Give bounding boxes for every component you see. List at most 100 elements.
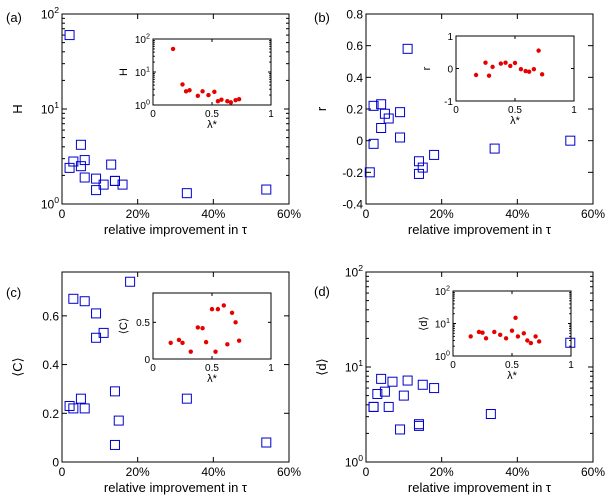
inset-data-point-b	[503, 60, 508, 65]
inset-data-point-a	[206, 92, 211, 98]
inset-data-point-a	[228, 100, 234, 105]
main-b-y-tick-label: 0.8	[346, 8, 363, 22]
data-point-d	[368, 401, 379, 412]
inset-d-y-tick-label-exp: 1	[446, 316, 450, 325]
inset-data-point-b	[498, 61, 504, 66]
main-d-y-tick-label: 101	[345, 358, 363, 374]
main-c-y-tick-label: 0.6	[42, 309, 59, 323]
inset-d-x-axis-label: λ*	[507, 370, 518, 382]
inset-d-x-tick-label: 0	[450, 360, 456, 371]
inset-data-point-b	[536, 48, 541, 53]
inset-b-x-tick-label: 0	[453, 105, 459, 116]
data-point-c	[91, 308, 102, 319]
main-d-y-tick-label-base: 10	[345, 456, 359, 470]
inset-data-point-a	[236, 96, 242, 102]
main-a-y-tick-label: 101	[41, 100, 59, 116]
main-c-y-tick-label: 0.4	[42, 358, 59, 372]
data-point-a	[117, 179, 128, 190]
data-point-c	[261, 437, 272, 448]
data-point-a	[64, 162, 75, 173]
data-point-b	[417, 162, 428, 173]
inset-c-y-axis-label: ⟨C⟩	[118, 318, 130, 335]
data-point-b	[376, 123, 387, 133]
panel-c: (c) 0 20% 40% 60% 0 0.2 0.4 0.6 relative improvem…	[6, 271, 301, 495]
inset-data-point-c	[180, 340, 185, 346]
inset-data-point-d	[525, 338, 530, 343]
inset-data-point-c	[236, 338, 242, 343]
main-b-y-tick-label: -0.4	[342, 198, 363, 212]
inset-data-point-c	[213, 349, 218, 354]
inset-data-point-c	[203, 339, 209, 345]
panel-b: (b) 0 20% 40% 60% -0.4 -0.2 0 0.2 0.4 0.6 0.8 relati…	[314, 8, 605, 237]
data-point-a	[79, 172, 90, 183]
inset-b-y-tick-label: -1	[444, 97, 453, 108]
inset-c-x-tick-label: 1	[268, 363, 274, 374]
data-point-b	[402, 43, 413, 54]
data-point-d	[413, 420, 424, 431]
inset-data-point-b	[512, 60, 518, 66]
main-a-x-tick-label: 60%	[277, 207, 301, 221]
inset-c-x-tick-label: 0	[150, 363, 156, 374]
main-b-y-tick-label: 0.6	[346, 39, 363, 53]
data-point-c	[79, 403, 90, 414]
inset-d-x-tick-label: 0.5	[505, 360, 519, 371]
data-point-b	[383, 113, 394, 124]
inset-data-point-a	[187, 88, 192, 93]
inset-data-point-b	[490, 64, 495, 70]
inset-data-point-a	[233, 97, 238, 103]
data-point-d	[372, 388, 383, 399]
main-a-y-tick-label: 102	[41, 5, 59, 21]
inset-data-point-a	[215, 99, 221, 104]
panel-label-d: (d)	[314, 284, 330, 299]
data-point-b	[368, 138, 379, 149]
data-point-d	[429, 383, 440, 394]
data-point-a	[75, 161, 86, 172]
data-point-a	[109, 175, 120, 186]
data-point-b	[364, 167, 375, 178]
inset-a-frame	[152, 38, 272, 106]
main-b-x-tick-label: 40%	[505, 207, 529, 221]
inset-data-point-d	[483, 336, 489, 341]
inset-a-y-tick-label-base: 10	[135, 101, 147, 112]
main-a-y-tick-label-exp: 0	[54, 195, 59, 205]
main-c-frame	[61, 271, 290, 463]
data-point-b	[489, 143, 500, 154]
main-a-x-tick-label: 0	[59, 207, 66, 221]
inset-data-point-d	[503, 336, 509, 341]
inset-b-x-tick-label: 1	[571, 105, 577, 116]
inset-data-point-c	[188, 349, 193, 354]
main-d-x-tick-label: 20%	[430, 465, 454, 479]
inset-data-point-c	[229, 310, 235, 315]
inset-data-point-b	[539, 72, 545, 77]
panel-label-b: (b)	[314, 10, 330, 25]
inset-a-y-axis-label: H	[118, 68, 130, 76]
inset-data-point-a	[200, 89, 205, 94]
main-d-x-tick-label: 40%	[505, 465, 529, 479]
main-c-x-tick-label: 60%	[277, 465, 301, 479]
main-b-y-tick-label: 0	[356, 134, 363, 148]
data-point-c	[64, 400, 75, 411]
main-d-y-tick-label: 100	[345, 453, 363, 469]
inset-c-y-tick-label: 0.5	[136, 318, 150, 329]
inset-a-y-tick-label-base: 10	[135, 68, 147, 79]
main-a-y-tick-label-exp: 2	[54, 5, 59, 15]
inset-a-y-tick-label: 100	[135, 97, 150, 112]
main-d-y-axis-label: ⟨d⟩	[314, 358, 329, 375]
main-d-x-tick-label: 60%	[581, 465, 605, 479]
inset-d-y-tick-label: 102	[435, 283, 450, 298]
inset-b-x-axis-label: λ*	[510, 115, 521, 127]
inset-data-point-b	[526, 69, 532, 74]
main-a-x-tick-label: 20%	[126, 207, 150, 221]
inset-d-y-tick-label-base: 10	[435, 319, 447, 330]
main-a-y-tick-label-base: 10	[41, 198, 55, 212]
inset-d-y-tick-label: 101	[435, 316, 450, 331]
inset-d-y-axis-label: ⟨d⟩	[418, 316, 430, 331]
data-point-d	[565, 337, 576, 348]
inset-a-y-tick-label: 102	[135, 31, 150, 46]
main-c-y-axis-label: ⟨C⟩	[10, 357, 25, 377]
inset-data-point-a	[225, 99, 230, 104]
inset-b-y-axis-label: r	[421, 66, 433, 70]
